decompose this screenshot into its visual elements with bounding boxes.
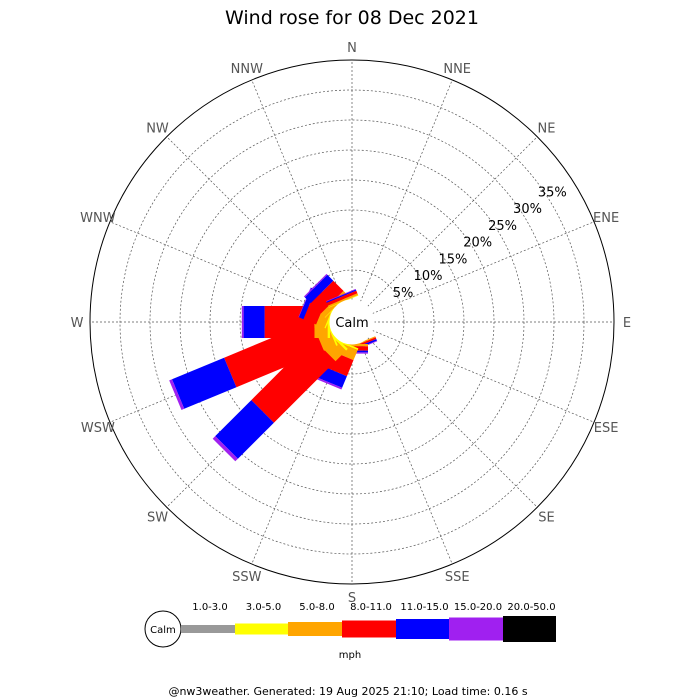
direction-label-sse: SSE <box>445 570 470 585</box>
bar-wsw-11.0-15.0 <box>172 357 237 409</box>
bar-w-15.0-20.0 <box>241 306 244 338</box>
legend-label-20.0-50.0: 20.0-50.0 <box>507 602 555 613</box>
percent-label-15: 15% <box>438 252 467 267</box>
legend-swatch-11.0-15.0 <box>396 619 449 639</box>
spoke-nne <box>360 79 453 302</box>
wind-bars <box>169 273 378 462</box>
legend-swatch-3.0-5.0 <box>235 623 288 635</box>
direction-label-ese: ESE <box>594 421 619 436</box>
percent-label-35: 35% <box>538 185 567 200</box>
spoke-ene <box>372 221 595 314</box>
legend-label-1.0-3.0: 1.0-3.0 <box>192 602 227 613</box>
chart-title: Wind rose for 08 Dec 2021 <box>225 7 479 29</box>
bar-nw-8.0-11.0 <box>310 280 344 314</box>
bar-nnw-15.0-20.0 <box>326 288 356 302</box>
direction-label-nnw: NNW <box>231 62 263 77</box>
spoke-se <box>367 337 538 508</box>
legend-swatch-15.0-20.0 <box>449 617 503 641</box>
footer-text: @nw3weather. Generated: 19 Aug 2025 21:1… <box>168 685 527 698</box>
direction-labels: N NNE NE ENE E ESE SE SSE S SSW SW WSW W WNW NW NNW <box>71 41 632 606</box>
direction-label-wsw: WSW <box>81 421 115 436</box>
legend-label-3.0-5.0: 3.0-5.0 <box>246 602 281 613</box>
legend-label-5.0-8.0: 5.0-8.0 <box>299 602 334 613</box>
percent-label-25: 25% <box>488 219 517 234</box>
bar-nw-11.0-15.0 <box>304 274 334 304</box>
direction-label-ne: NE <box>538 122 556 137</box>
direction-label-nne: NNE <box>443 62 471 77</box>
legend-swatch-5.0-8.0 <box>288 622 342 636</box>
bar-w-11.0-15.0 <box>243 306 265 338</box>
legend-calm-label: Calm <box>150 625 176 636</box>
bar-nnw-11.0-15.0 <box>326 289 357 303</box>
calm-center: Calm <box>329 299 375 345</box>
bar-nnw-5.0-8.0 <box>327 293 359 308</box>
direction-label-ssw: SSW <box>232 570 262 585</box>
spoke-nnw <box>251 79 344 302</box>
legend-label-8.0-11.0: 8.0-11.0 <box>350 602 392 613</box>
calm-label: Calm <box>335 316 368 331</box>
bar-nnw-8.0-11.0 <box>326 290 358 306</box>
spoke-wnw <box>109 221 332 314</box>
spoke-ne <box>367 136 538 307</box>
legend-unit: mph <box>339 650 361 661</box>
legend-swatch-8.0-11.0 <box>342 620 396 638</box>
legend-swatch-20.0-50.0 <box>503 616 556 642</box>
bar-sw-15.0-20.0 <box>212 436 238 462</box>
direction-label-sw: SW <box>147 511 168 526</box>
direction-label-ene: ENE <box>593 211 619 226</box>
percent-label-10: 10% <box>414 269 443 284</box>
spoke-sse <box>360 342 453 565</box>
legend-swatch-1.0-3.0 <box>181 625 235 633</box>
direction-label-s: S <box>348 591 356 606</box>
direction-label-n: N <box>347 41 357 56</box>
direction-label-w: W <box>71 316 84 331</box>
bar-wsw-15.0-20.0 <box>169 379 185 410</box>
percent-labels: 5%10% 15%20% 25% 30% 35% <box>393 185 567 301</box>
legend-label-15.0-20.0: 15.0-20.0 <box>454 602 502 613</box>
legend: Calm mph 1.0-3.0 3.0-5.0 5.0-8.0 8.0-11.0 11… <box>144 602 556 661</box>
percent-label-5: 5% <box>393 286 414 301</box>
bar-nw-15.0-20.0 <box>303 273 328 298</box>
outer-circle <box>89 59 615 585</box>
bar-sw-8.0-11.0 <box>251 338 336 423</box>
percent-label-30: 30% <box>513 202 542 217</box>
direction-label-se: SE <box>538 511 554 526</box>
spoke-nw <box>166 136 337 307</box>
calm-circle <box>329 299 375 345</box>
legend-label-11.0-15.0: 11.0-15.0 <box>400 602 448 613</box>
direction-label-e: E <box>623 316 631 331</box>
spoke-ese <box>372 330 595 423</box>
bar-sw-11.0-15.0 <box>215 400 274 459</box>
percent-label-20: 20% <box>463 236 492 251</box>
direction-label-wnw: WNW <box>80 211 116 226</box>
bar-ssw-15.0-20.0 <box>311 375 343 390</box>
direction-label-nw: NW <box>146 122 169 137</box>
